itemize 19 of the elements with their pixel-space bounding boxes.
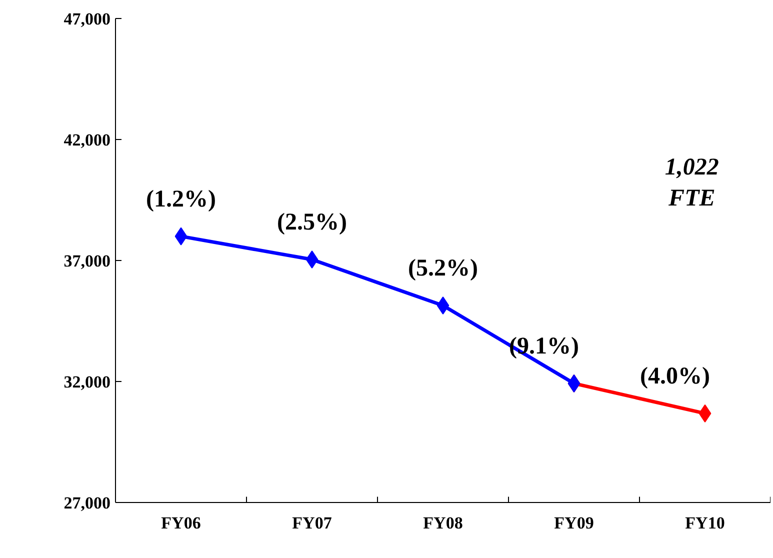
y-tick-label: 47,000 [64, 10, 110, 28]
annotation: (2.5%) [277, 210, 347, 236]
point [436, 296, 450, 315]
annotation: 1,022 FTE [664, 154, 719, 212]
x-tick-label: FY06 [161, 514, 201, 532]
x-tick-label: FY09 [554, 514, 594, 532]
annotation: (9.1%) [509, 333, 579, 360]
x-tick-label: FY08 [423, 514, 463, 532]
point [306, 250, 318, 269]
annotation: (1.2%) [146, 186, 216, 212]
x-tick-label: FY10 [685, 514, 725, 532]
annotation: (4.0%) [640, 363, 710, 390]
annotation: (5.2%) [408, 256, 478, 282]
point [174, 227, 188, 246]
x-tick-label: FY07 [292, 514, 332, 532]
y-tick-label: 37,000 [64, 252, 110, 270]
y-tick-label: 32,000 [64, 372, 110, 392]
y-tick-label: 27,000 [64, 494, 110, 512]
y-tick-label: 42,000 [64, 130, 110, 150]
